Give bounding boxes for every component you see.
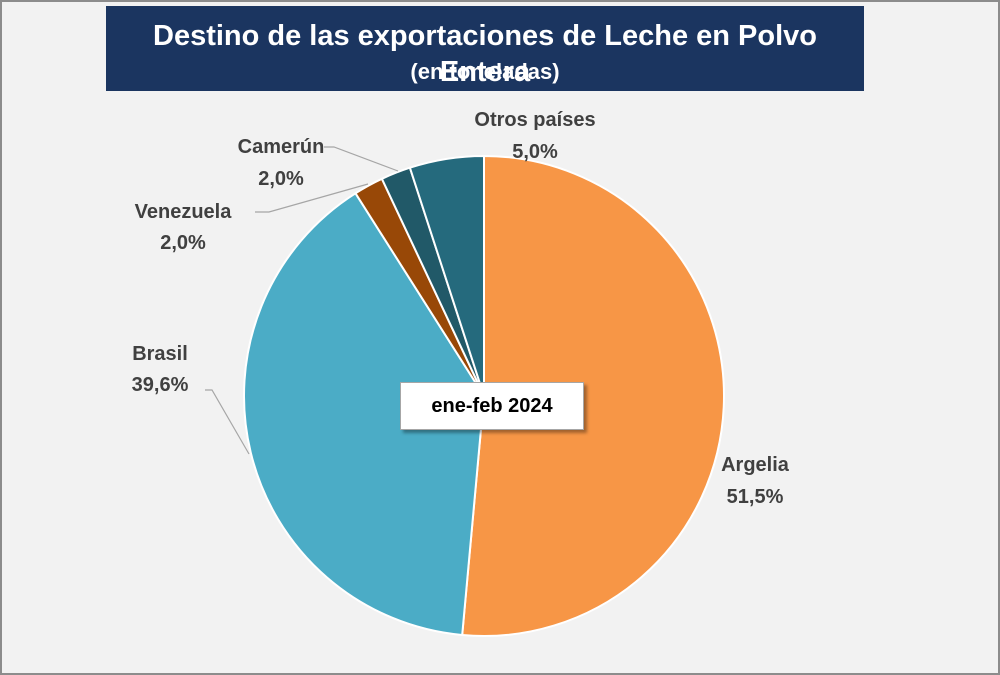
chart-subtitle: (en toneladas) [410,59,560,84]
slice-percent-venezuela: 2,0% [160,232,206,254]
chart-title-box: Destino de las exportaciones de Leche en… [106,6,864,91]
slice-name-brasil: Brasil [132,343,188,365]
slice-percent-brasil: 39,6% [132,374,189,396]
pie-slice-brasil [243,191,486,637]
slice-name-otros-paises: Otros países [474,109,595,131]
period-annotation: ene-feb 2024 [400,382,584,430]
pie-slice-otros-paises [408,154,485,397]
slice-percent-camerun: 2,0% [258,168,304,190]
slice-percent-otros-paises: 5,0% [512,141,558,163]
leader-line-venezuela [255,183,369,213]
slice-name-venezuela: Venezuela [135,201,233,223]
slice-percent-argelia: 51,5% [727,486,784,508]
leader-line-brasil [205,389,250,455]
pie-slice-argelia [461,154,725,637]
chart-title: Destino de las exportaciones de Leche en… [153,20,817,88]
leader-line-camerun [324,146,399,172]
slice-name-camerun: Camerún [238,136,325,158]
slice-name-argelia: Argelia [721,454,790,476]
